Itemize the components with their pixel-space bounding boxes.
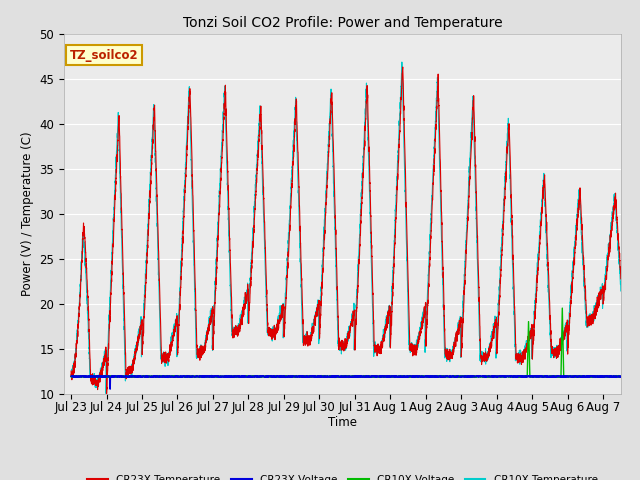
Legend: CR23X Temperature, CR23X Voltage, CR10X Voltage, CR10X Temperature: CR23X Temperature, CR23X Voltage, CR10X … (83, 471, 602, 480)
Text: TZ_soilco2: TZ_soilco2 (70, 49, 138, 62)
Title: Tonzi Soil CO2 Profile: Power and Temperature: Tonzi Soil CO2 Profile: Power and Temper… (182, 16, 502, 30)
X-axis label: Time: Time (328, 416, 357, 429)
Y-axis label: Power (V) / Temperature (C): Power (V) / Temperature (C) (21, 132, 34, 296)
